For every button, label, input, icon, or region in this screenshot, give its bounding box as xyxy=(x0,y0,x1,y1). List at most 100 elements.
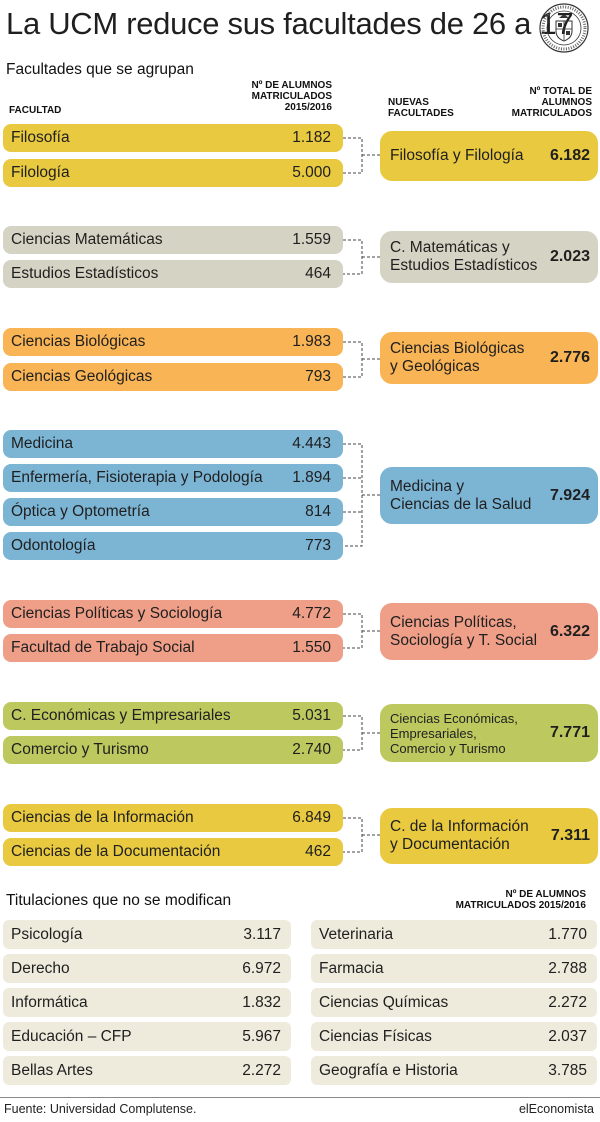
header-nuevas-facultades: NUEVAS FACULTADES xyxy=(388,97,454,119)
degree-students: 2.272 xyxy=(548,993,587,1011)
connector-matematicas-estadisticos xyxy=(343,239,380,275)
faculty-students: 773 xyxy=(305,537,331,554)
faculty-students: 5.031 xyxy=(292,707,331,724)
faculty-pill: Ciencias de la Documentación 462 xyxy=(3,838,343,866)
faculty-pill: C. Económicas y Empresariales 5.031 xyxy=(3,702,343,730)
merged-faculty-total: 6.182 xyxy=(549,147,590,164)
degree-students: 6.972 xyxy=(242,959,281,977)
unchanged-row: Educación – CFP 5.967 xyxy=(3,1022,291,1051)
faculty-pill: Ciencias Matemáticas 1.559 xyxy=(3,226,343,254)
merged-faculty-pill: Ciencias Económicas, Empresariales, Come… xyxy=(380,704,598,762)
unchanged-row: Geografía e Historia 3.785 xyxy=(311,1056,597,1085)
header-unchanged-alumnos: Nº DE ALUMNOS MATRICULADOS 2015/2016 xyxy=(455,889,586,911)
degree-name: Geografía e Historia xyxy=(319,1061,458,1079)
faculty-name: Filosofía xyxy=(11,129,70,146)
merged-faculty-name: Ciencias Políticas, Sociología y T. Soci… xyxy=(390,613,538,649)
merged-faculty-name: Ciencias Biológicas y Geológicas xyxy=(390,340,525,375)
merged-faculty-total: 7.311 xyxy=(550,827,590,844)
faculty-students: 1.983 xyxy=(292,333,331,350)
faculty-name: Ciencias Biológicas xyxy=(11,333,146,350)
merged-faculty-pill: Ciencias Biológicas y Geológicas 2.776 xyxy=(380,332,598,384)
merged-faculty-total: 6.322 xyxy=(549,622,590,640)
degree-name: Ciencias Químicas xyxy=(319,993,449,1011)
degree-students: 5.967 xyxy=(242,1027,281,1045)
connector-economicas-comercio xyxy=(343,715,380,751)
degree-students: 3.117 xyxy=(243,925,281,943)
connector-salud xyxy=(343,443,380,547)
degree-name: Farmacia xyxy=(319,959,384,977)
faculty-pill: Ciencias Políticas y Sociología 4.772 xyxy=(3,600,343,628)
faculty-name: Odontología xyxy=(11,537,96,554)
unchanged-row: Informática 1.832 xyxy=(3,988,291,1017)
faculty-students: 1.550 xyxy=(292,639,331,656)
faculty-name: Enfermería, Fisioterapia y Podología xyxy=(11,469,263,486)
faculty-pill: Ciencias de la Información 6.849 xyxy=(3,804,343,832)
section-grouped-title: Facultades que se agrupan xyxy=(6,61,194,78)
merged-faculty-total: 2.776 xyxy=(549,349,590,366)
footer-divider xyxy=(0,1097,600,1098)
unchanged-row: Ciencias Químicas 2.272 xyxy=(311,988,597,1017)
faculty-name: Óptica y Optometría xyxy=(11,503,150,520)
merged-faculty-total: 7.771 xyxy=(549,724,590,741)
faculty-name: Facultad de Trabajo Social xyxy=(11,639,195,656)
degree-students: 2.788 xyxy=(548,959,587,977)
faculty-pill: Filología 5.000 xyxy=(3,159,343,187)
faculty-students: 5.000 xyxy=(292,164,331,181)
merged-faculty-total: 7.924 xyxy=(549,486,590,504)
degree-students: 1.770 xyxy=(548,925,587,943)
faculty-students: 1.559 xyxy=(292,231,331,248)
faculty-name: Estudios Estadísticos xyxy=(11,265,159,282)
faculty-students: 793 xyxy=(305,368,331,385)
degree-name: Educación – CFP xyxy=(11,1027,132,1045)
connector-filosofia-filologia xyxy=(343,137,380,174)
faculty-pill: Filosofía 1.182 xyxy=(3,124,343,152)
faculty-pill: Odontología 773 xyxy=(3,532,343,560)
merged-faculty-name: Medicina y Ciencias de la Salud xyxy=(390,477,532,513)
merged-faculty-name: Filosofía y Filología xyxy=(390,147,524,164)
faculty-students: 6.849 xyxy=(292,809,331,826)
brand-logo: elEconomista xyxy=(518,1102,594,1116)
faculty-name: Ciencias Matemáticas xyxy=(11,231,163,248)
faculty-pill: Enfermería, Fisioterapia y Podología 1.8… xyxy=(3,464,343,492)
faculty-students: 464 xyxy=(305,265,331,282)
degree-students: 3.785 xyxy=(548,1061,587,1079)
header-facultad: FACULTAD xyxy=(9,105,62,116)
faculty-name: Ciencias Geológicas xyxy=(11,368,153,385)
merged-faculty-name: Ciencias Económicas, Empresariales, Come… xyxy=(390,710,518,756)
merged-faculty-pill: Filosofía y Filología 6.182 xyxy=(380,131,598,181)
faculty-pill: Ciencias Biológicas 1.983 xyxy=(3,328,343,356)
unchanged-row: Veterinaria 1.770 xyxy=(311,920,597,949)
faculty-pill: Estudios Estadísticos 464 xyxy=(3,260,343,288)
faculty-name: Ciencias Políticas y Sociología xyxy=(11,605,223,622)
degree-name: Ciencias Físicas xyxy=(319,1027,432,1045)
faculty-students: 462 xyxy=(305,843,331,860)
merged-faculty-name: C. Matemáticas y Estudios Estadísticos xyxy=(390,239,538,274)
unchanged-row: Psicología 3.117 xyxy=(3,920,291,949)
faculty-name: C. Económicas y Empresariales xyxy=(11,707,231,724)
merged-faculty-pill: Ciencias Políticas, Sociología y T. Soci… xyxy=(380,603,598,660)
unchanged-row: Derecho 6.972 xyxy=(3,954,291,983)
section-unchanged-title: Titulaciones que no se modifican xyxy=(6,892,232,909)
degree-name: Psicología xyxy=(11,925,83,943)
degree-name: Bellas Artes xyxy=(11,1061,93,1079)
faculty-name: Ciencias de la Documentación xyxy=(11,843,221,860)
merged-faculty-name: C. de la Información y Documentación xyxy=(390,818,529,853)
faculty-name: Comercio y Turismo xyxy=(11,741,149,758)
ucm-seal-icon xyxy=(539,3,589,53)
faculty-students: 1.894 xyxy=(292,469,331,486)
faculty-name: Ciencias de la Información xyxy=(11,809,194,826)
unchanged-row: Ciencias Físicas 2.037 xyxy=(311,1022,597,1051)
degree-name: Veterinaria xyxy=(319,925,394,943)
degree-name: Derecho xyxy=(11,959,70,977)
faculty-name: Medicina xyxy=(11,435,74,452)
source-note: Fuente: Universidad Complutense. xyxy=(4,1102,197,1116)
faculty-pill: Óptica y Optometría 814 xyxy=(3,498,343,526)
faculty-pill: Facultad de Trabajo Social 1.550 xyxy=(3,634,343,662)
degree-students: 2.272 xyxy=(242,1061,281,1079)
merged-faculty-pill: C. Matemáticas y Estudios Estadísticos 2… xyxy=(380,231,598,283)
faculty-students: 2.740 xyxy=(292,741,331,758)
merged-faculty-total: 2.023 xyxy=(549,248,590,265)
faculty-pill: Comercio y Turismo 2.740 xyxy=(3,736,343,764)
faculty-students: 814 xyxy=(305,503,331,520)
